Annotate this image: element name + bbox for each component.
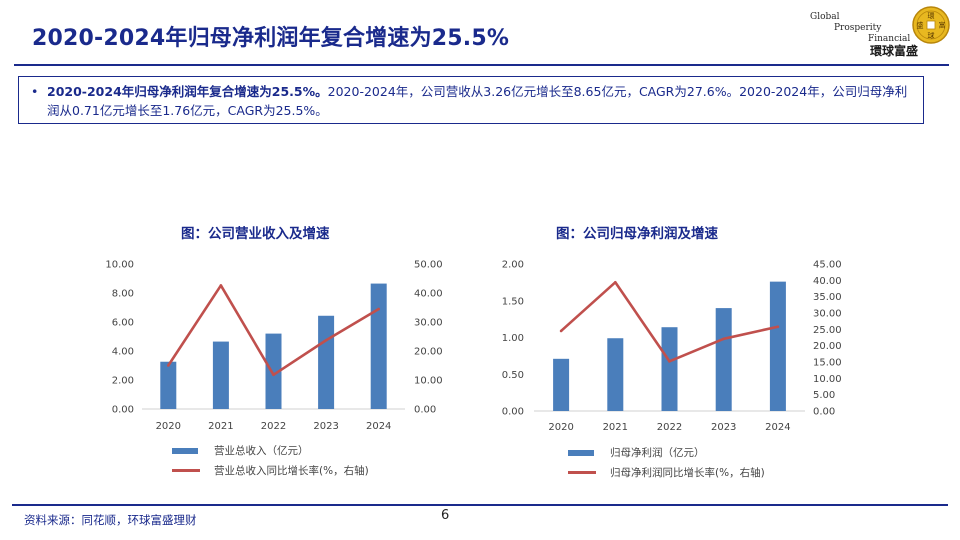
bullet-marker: •	[31, 84, 39, 99]
legend-profit-bar-label: 归母净利润（亿元）	[610, 447, 705, 459]
coin-char-left: 盛	[917, 21, 924, 30]
legend-revenue-line-swatch	[172, 469, 200, 472]
left-axis-tick-label: 0.50	[502, 370, 524, 381]
left-axis-tick-label: 2.00	[112, 376, 134, 387]
page-number: 6	[441, 508, 450, 523]
x-axis-tick-label: 2023	[313, 421, 338, 432]
legend-revenue-bar-swatch	[172, 448, 198, 454]
legend-profit-line-swatch	[568, 471, 596, 474]
right-axis-tick-label: 0.00	[813, 407, 835, 418]
x-axis-tick-label: 2024	[366, 421, 391, 432]
left-axis-tick-label: 6.00	[112, 318, 134, 329]
coin-char-right: 富	[939, 21, 946, 30]
page-title: 2020-2024年归母净利润年复合增速为25.5%	[32, 26, 510, 51]
net-profit-chart: 0.00 0.50 1.00 1.50 2.00 0.00 5.00 10.00 15.00 20…	[502, 260, 842, 434]
x-axis-tick-label: 2020	[156, 421, 181, 432]
line-point	[324, 338, 328, 342]
line-point	[167, 364, 170, 367]
right-axis-tick-label: 30.00	[813, 309, 842, 320]
line-point	[559, 329, 563, 333]
left-axis-tick-label: 0.00	[502, 407, 524, 418]
bar	[160, 361, 177, 409]
left-axis-tick-label: 4.00	[112, 347, 134, 358]
left-axis-tick-label: 0.00	[112, 405, 134, 416]
right-axis-tick-label: 25.00	[813, 325, 842, 336]
line-point	[668, 360, 671, 363]
right-axis-tick-label: 15.00	[813, 358, 842, 369]
summary-highlight: 2020-2024年归母净利润年复合增速为25.5%。	[47, 84, 328, 99]
legend-profit-bar-swatch	[568, 450, 594, 456]
footer-divider	[12, 504, 948, 506]
company-logo: Global Prosperity Financial 環 球 富 盛 環球富盛	[808, 6, 956, 62]
bar	[607, 338, 624, 411]
x-axis-tick-label: 2024	[765, 422, 790, 433]
coin-char-bottom: 球	[928, 31, 935, 40]
summary-body: 2020-2024年，公司营收从3.26亿元增长至8.65亿元，CAGR为27.…	[47, 84, 908, 118]
chart-revenue-title: 图：公司营业收入及增速	[181, 226, 330, 242]
logo-word-prosperity: Prosperity	[834, 23, 882, 33]
source-note: 资料来源：同花顺，环球富盛理财	[24, 513, 197, 527]
line-point	[722, 337, 725, 341]
right-axis-tick-label: 0.00	[414, 405, 436, 416]
right-axis-tick-label: 40.00	[414, 289, 443, 300]
coin-emblem-icon: 環 球 富 盛	[912, 6, 950, 44]
right-axis-tick-label: 5.00	[813, 390, 835, 401]
left-axis-tick-label: 1.50	[502, 296, 524, 307]
summary-box: • 2020-2024年归母净利润年复合增速为25.5%。2020-2024年，…	[18, 76, 924, 124]
right-axis-tick-label: 20.00	[813, 341, 842, 352]
bar	[318, 315, 335, 409]
line-point	[219, 284, 223, 287]
chart-profit-title: 图：公司归母净利润及增速	[556, 226, 718, 242]
left-axis-tick-label: 10.00	[105, 260, 134, 271]
legend-profit-line-label: 归母净利润同比增长率(%，右轴)	[610, 467, 765, 479]
bar	[661, 327, 678, 411]
x-axis-tick-label: 2021	[603, 422, 628, 433]
revenue-chart: 0.00 2.00 4.00 6.00 8.00 10.00 0.00 10.00 20.00 3…	[105, 260, 443, 433]
logo-word-financial: Financial	[868, 34, 911, 44]
x-axis-tick-label: 2022	[657, 422, 682, 433]
bar	[769, 281, 786, 411]
left-axis-tick-label: 1.00	[502, 333, 524, 344]
right-axis-tick-label: 20.00	[414, 347, 443, 358]
logo-word-global: Global	[810, 12, 840, 22]
x-axis-tick-label: 2023	[711, 422, 736, 433]
right-axis-tick-label: 10.00	[414, 376, 443, 387]
right-axis-tick-label: 35.00	[813, 292, 842, 303]
line-point	[614, 280, 617, 284]
bar	[212, 341, 229, 409]
right-axis-tick-label: 10.00	[813, 374, 842, 385]
legend-revenue-line-label: 营业总收入同比增长率(%，右轴)	[214, 465, 369, 477]
title-divider	[14, 64, 949, 66]
bar	[715, 308, 732, 411]
bar	[265, 333, 282, 409]
bar	[553, 358, 570, 411]
line-point	[377, 307, 381, 311]
left-axis-tick-label: 2.00	[502, 260, 524, 271]
logo-chinese-name: 環球富盛	[870, 44, 919, 58]
right-axis-tick-label: 40.00	[813, 276, 842, 287]
left-axis-tick-label: 8.00	[112, 289, 134, 300]
coin-char-top: 環	[928, 12, 935, 20]
x-axis-tick-label: 2022	[261, 421, 286, 432]
line-point	[776, 325, 780, 329]
x-axis-tick-label: 2021	[208, 421, 233, 432]
right-axis-tick-label: 30.00	[414, 318, 443, 329]
x-axis-tick-label: 2020	[548, 422, 573, 433]
line-point	[272, 373, 275, 377]
right-axis-tick-label: 50.00	[414, 260, 443, 271]
right-axis-tick-label: 45.00	[813, 260, 842, 271]
legend-revenue-bar-label: 营业总收入（亿元）	[214, 445, 309, 457]
bar	[370, 283, 387, 409]
